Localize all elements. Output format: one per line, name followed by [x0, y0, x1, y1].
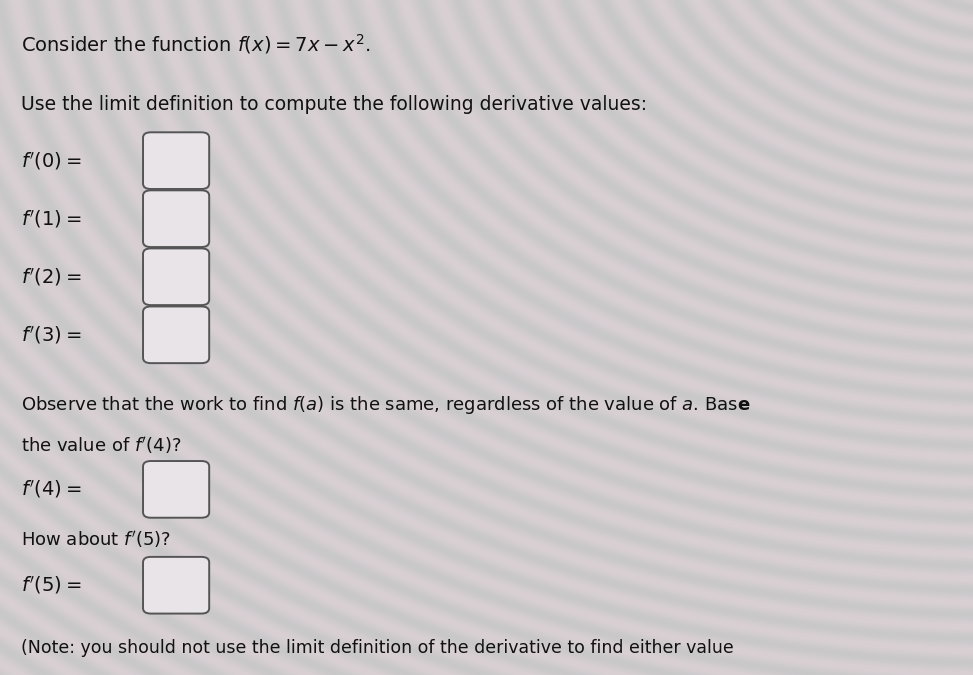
Text: $f'(1) =$: $f'(1) =$ [21, 208, 82, 230]
Text: the value of $f'(4)$?: the value of $f'(4)$? [21, 435, 182, 456]
Text: How about $f'(5)$?: How about $f'(5)$? [21, 529, 171, 551]
FancyBboxPatch shape [143, 557, 209, 614]
FancyBboxPatch shape [143, 190, 209, 247]
FancyBboxPatch shape [143, 132, 209, 189]
FancyBboxPatch shape [143, 248, 209, 305]
Text: Observe that the work to find $f(a)$ is the same, regardless of the value of $a$: Observe that the work to find $f(a)$ is … [21, 394, 751, 416]
Text: $f'(3) =$: $f'(3) =$ [21, 324, 82, 346]
Text: $f'(4) =$: $f'(4) =$ [21, 479, 82, 500]
Text: Use the limit definition to compute the following derivative values:: Use the limit definition to compute the … [21, 95, 647, 114]
Text: $f'(0) =$: $f'(0) =$ [21, 150, 82, 171]
Text: (Note: you should not use the limit definition of the derivative to find either : (Note: you should not use the limit defi… [21, 639, 735, 657]
Text: Consider the function $f(x) = 7x - x^2$.: Consider the function $f(x) = 7x - x^2$. [21, 32, 371, 56]
FancyBboxPatch shape [143, 306, 209, 363]
Text: $f'(2) =$: $f'(2) =$ [21, 266, 82, 288]
Text: $f'(5) =$: $f'(5) =$ [21, 574, 82, 596]
FancyBboxPatch shape [143, 461, 209, 518]
